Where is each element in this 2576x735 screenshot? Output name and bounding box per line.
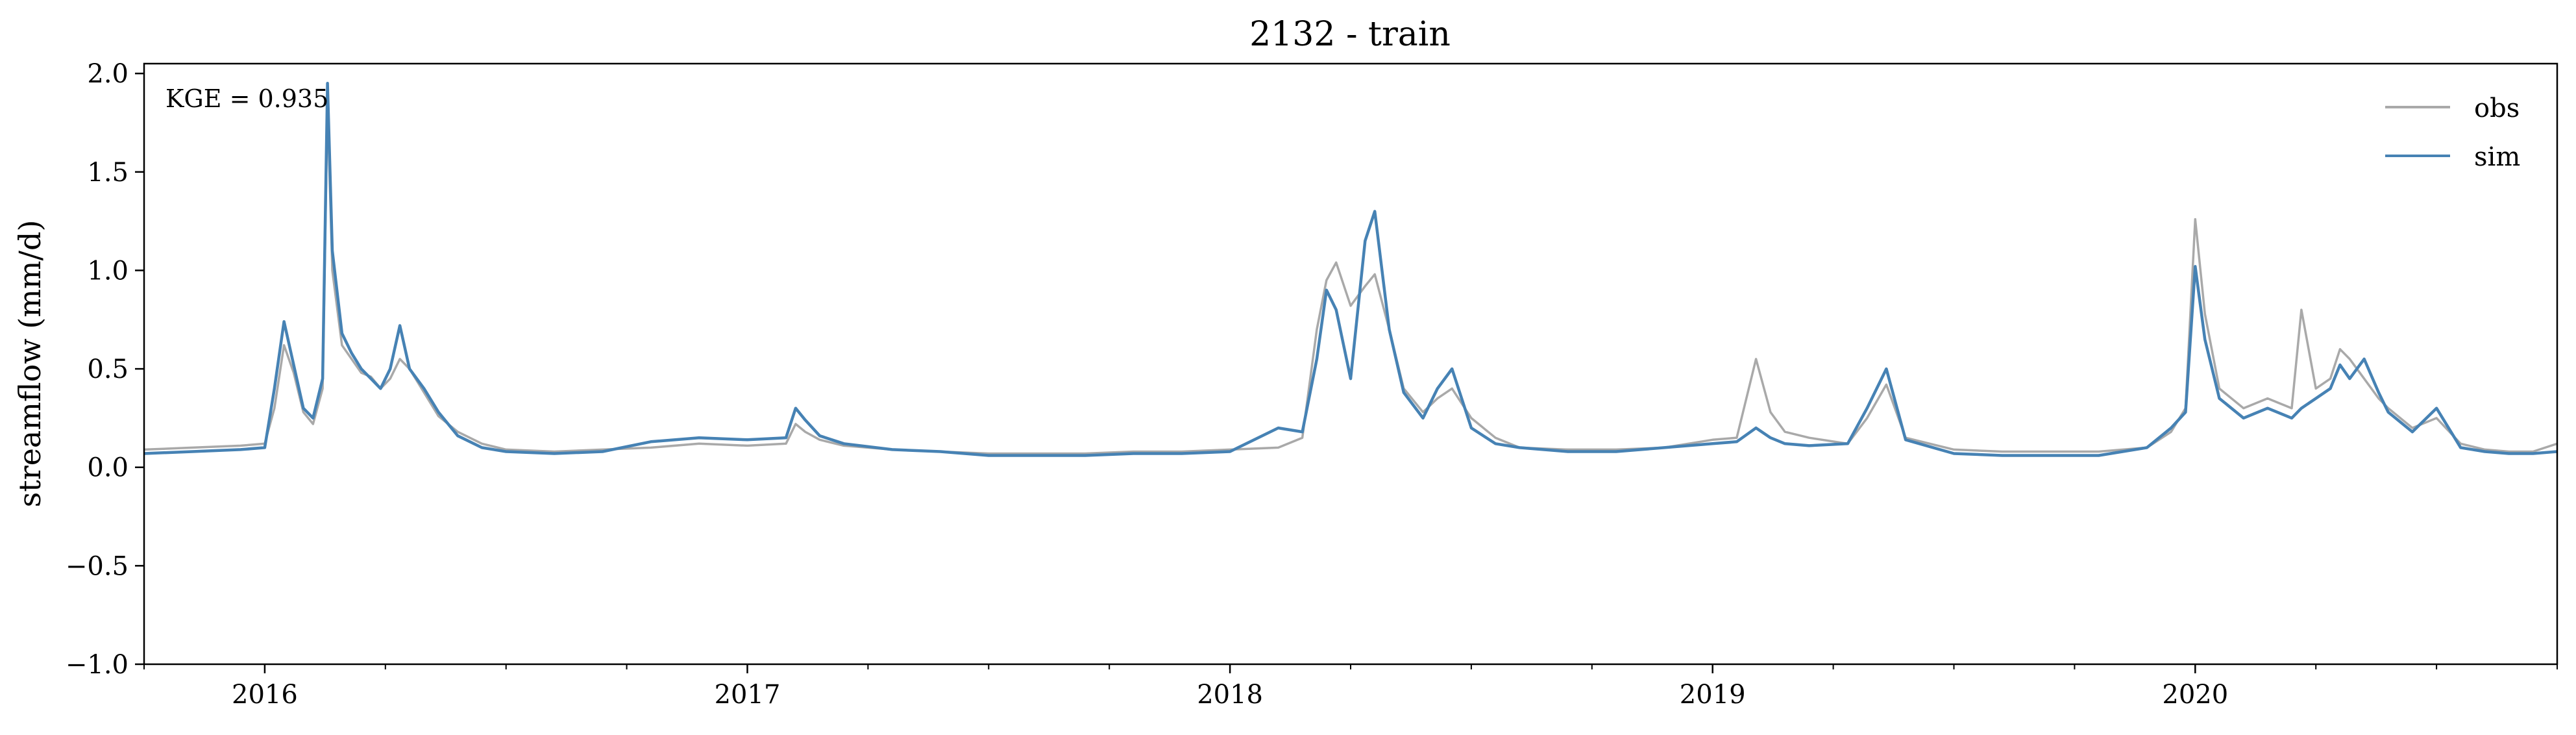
y-tick-label: −0.5: [66, 551, 129, 581]
x-tick-label: 2016: [232, 680, 298, 710]
legend: obs sim: [2385, 93, 2520, 172]
y-tick-label: 1.0: [87, 256, 129, 286]
y-axis-ticks: −1.0 −0.5 0.0 0.5 1.0 1.5 2.0: [66, 59, 144, 680]
y-tick-label: 0.5: [87, 355, 129, 384]
kge-annotation: KGE = 0.935: [166, 84, 328, 113]
x-tick-label: 2020: [2162, 680, 2228, 710]
y-axis-label: streamflow (mm/d): [12, 220, 47, 508]
chart-title: 2132 - train: [1249, 15, 1451, 54]
y-tick-label: 2.0: [87, 59, 129, 89]
series-layer: [143, 82, 2558, 457]
legend-label-obs: obs: [2474, 93, 2520, 123]
x-tick-label: 2018: [1197, 680, 1263, 710]
x-tick-label: 2019: [1680, 680, 1746, 710]
x-axis-ticks: 2016 2017 2018 2019 2020: [143, 664, 2558, 710]
series-line-sim: [143, 82, 2558, 457]
series-line-obs: [143, 101, 2558, 455]
legend-label-sim: sim: [2474, 142, 2520, 172]
x-tick-label: 2017: [715, 680, 781, 710]
y-tick-label: −1.0: [66, 650, 129, 680]
y-tick-label: 1.5: [87, 158, 129, 188]
y-tick-label: 0.0: [87, 453, 129, 483]
